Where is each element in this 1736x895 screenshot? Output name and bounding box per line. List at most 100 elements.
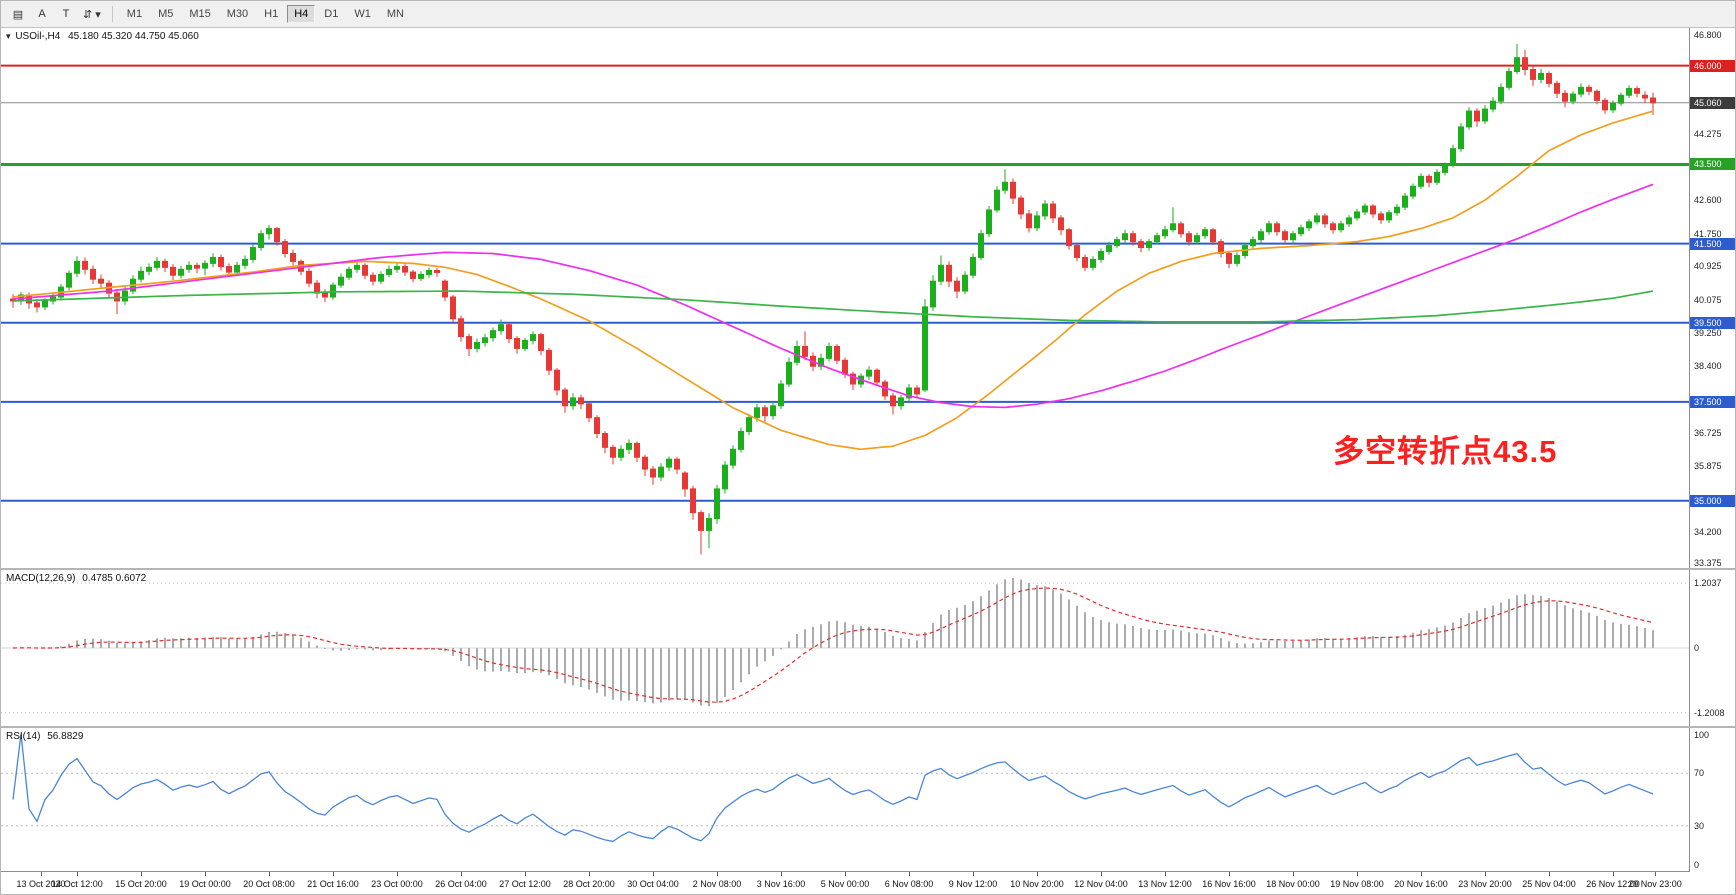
timeframe-button-d1[interactable]: D1 bbox=[317, 5, 345, 23]
chart-list-icon[interactable]: ▤ bbox=[7, 4, 29, 24]
time-label: 12 Nov 04:00 bbox=[1074, 879, 1128, 889]
time-tick-mark bbox=[333, 872, 334, 876]
price-tag-37.500: 37.500 bbox=[1690, 395, 1735, 408]
time-tick-mark bbox=[461, 872, 462, 876]
time-tick-mark bbox=[589, 872, 590, 876]
timeframe-group: M1 M5 M15 M30 H1 H4 D1 W1 MN bbox=[119, 5, 412, 23]
time-label: 19 Oct 00:00 bbox=[179, 879, 231, 889]
time-label: 13 Nov 12:00 bbox=[1138, 879, 1192, 889]
axis-tick: 36.725 bbox=[1694, 427, 1722, 438]
time-tick-mark bbox=[717, 872, 718, 876]
timeframe-button-mn[interactable]: MN bbox=[380, 5, 411, 23]
axis-tick: 70 bbox=[1694, 768, 1705, 779]
axis-tick: 30 bbox=[1694, 820, 1705, 831]
price-tag-41.500: 41.500 bbox=[1690, 237, 1735, 250]
axis-tick: 38.400 bbox=[1694, 361, 1722, 372]
time-tick-mark bbox=[1549, 872, 1550, 876]
time-tick-mark bbox=[973, 872, 974, 876]
axis-tick: 44.275 bbox=[1694, 128, 1722, 139]
rsi-value: 56.8829 bbox=[47, 731, 84, 742]
time-tick-mark bbox=[1293, 872, 1294, 876]
time-label: 3 Nov 16:00 bbox=[756, 879, 806, 889]
expand-arrow-icon[interactable]: ▾ bbox=[6, 31, 11, 41]
timeframe-button-m15[interactable]: M15 bbox=[182, 5, 217, 23]
main-chart-pane: ▾ USOil-,H4 45.180 45.320 44.750 45.060 … bbox=[1, 28, 1735, 568]
symbol-ohlc-label: ▾ USOil-,H4 45.180 45.320 44.750 45.060 bbox=[6, 31, 199, 42]
time-tick-mark bbox=[525, 872, 526, 876]
axis-tick: 46.800 bbox=[1694, 30, 1722, 40]
price-tag-45.060: 45.060 bbox=[1690, 96, 1735, 109]
time-tick-mark bbox=[1485, 872, 1486, 876]
time-label: 26 Oct 04:00 bbox=[435, 879, 487, 889]
price-tag-46.000: 46.000 bbox=[1690, 59, 1735, 72]
time-label: 28 Oct 20:00 bbox=[563, 879, 615, 889]
macd-label: MACD(12,26,9) 0.4785 0.6072 bbox=[6, 573, 147, 584]
chart-annotation-text[interactable]: 多空转折点43.5 bbox=[1333, 434, 1558, 469]
axis-tick: 41.750 bbox=[1694, 228, 1722, 239]
text-t-tool[interactable]: T bbox=[55, 4, 77, 24]
time-tick-mark bbox=[653, 872, 654, 876]
timeframe-button-h1[interactable]: H1 bbox=[257, 5, 285, 23]
time-label: 15 Oct 20:00 bbox=[115, 879, 167, 889]
symbol-timeframe-label: USOil-,H4 bbox=[15, 31, 61, 42]
macd-pane: MACD(12,26,9) 0.4785 0.6072 1.2037 0 -1.20… bbox=[1, 570, 1735, 726]
axis-tick: 40.925 bbox=[1694, 261, 1722, 272]
time-label: 14 Oct 12:00 bbox=[51, 879, 103, 889]
time-tick-mark bbox=[1357, 872, 1358, 876]
time-tick-mark bbox=[141, 872, 142, 876]
time-tick-mark bbox=[269, 872, 270, 876]
pane-splitter[interactable] bbox=[1, 726, 1735, 728]
time-label: 30 Oct 04:00 bbox=[627, 879, 679, 889]
ohlc-readout: 45.180 45.320 44.750 45.060 bbox=[68, 31, 199, 42]
axis-tick: 34.200 bbox=[1694, 527, 1722, 538]
arrows-template-dropdown[interactable]: ⇵ ▾ bbox=[79, 4, 105, 24]
time-label: 20 Nov 16:00 bbox=[1394, 879, 1448, 889]
time-tick-mark bbox=[1165, 872, 1166, 876]
time-label: 26 Nov 12:00 bbox=[1586, 879, 1640, 889]
axis-tick: 1.2037 bbox=[1694, 578, 1722, 589]
time-label: 23 Nov 20:00 bbox=[1458, 879, 1512, 889]
time-tick-mark bbox=[1101, 872, 1102, 876]
time-label: 27 Oct 12:00 bbox=[499, 879, 551, 889]
rsi-plot[interactable] bbox=[1, 728, 1690, 871]
time-tick-mark bbox=[1037, 872, 1038, 876]
time-label: 23 Oct 00:00 bbox=[371, 879, 423, 889]
axis-tick: 100 bbox=[1694, 730, 1710, 740]
time-label: 9 Nov 12:00 bbox=[948, 879, 998, 889]
main-price-scale[interactable]: 46.800 44.275 42.600 41.750 40.925 40.075 39.2… bbox=[1689, 28, 1735, 568]
text-a-tool[interactable]: A bbox=[31, 4, 53, 24]
time-tick-mark bbox=[781, 872, 782, 876]
axis-tick: 35.875 bbox=[1694, 461, 1722, 472]
time-tick-mark bbox=[845, 872, 846, 876]
time-tick-mark bbox=[1655, 872, 1656, 876]
timeframe-button-w1[interactable]: W1 bbox=[347, 5, 378, 23]
time-label: 13 Oct 2020 bbox=[16, 879, 66, 889]
time-label: 5 Nov 00:00 bbox=[820, 879, 870, 889]
timeframe-button-m5[interactable]: M5 bbox=[151, 5, 180, 23]
macd-scale[interactable]: 1.2037 0 -1.2008 bbox=[1689, 570, 1735, 726]
time-axis[interactable]: 13 Oct 2020 14 Oct 12:00 15 Oct 20:00 19 Oc… bbox=[1, 871, 1690, 894]
axis-tick: 42.600 bbox=[1694, 195, 1722, 206]
main-chart-plot[interactable] bbox=[1, 28, 1690, 568]
timeframe-button-m1[interactable]: M1 bbox=[120, 5, 149, 23]
time-label: 19 Nov 08:00 bbox=[1330, 879, 1384, 889]
time-tick-mark bbox=[205, 872, 206, 876]
pane-splitter[interactable] bbox=[1, 568, 1735, 570]
time-tick-mark bbox=[1613, 872, 1614, 876]
timeframe-button-m30[interactable]: M30 bbox=[220, 5, 255, 23]
macd-plot[interactable] bbox=[1, 570, 1690, 726]
rsi-pane: RSI(14) 56.8829 100 70 30 0 bbox=[1, 728, 1735, 871]
timeframe-button-h4[interactable]: H4 bbox=[287, 5, 316, 23]
time-tick-mark bbox=[77, 872, 78, 876]
axis-tick: 40.075 bbox=[1694, 294, 1722, 305]
time-tick-mark bbox=[41, 872, 42, 876]
time-label: 18 Nov 00:00 bbox=[1266, 879, 1320, 889]
rsi-scale[interactable]: 100 70 30 0 bbox=[1689, 728, 1735, 871]
rsi-label: RSI(14) 56.8829 bbox=[6, 731, 84, 742]
time-label: 21 Oct 16:00 bbox=[307, 879, 359, 889]
axis-tick: -1.2008 bbox=[1694, 707, 1725, 718]
axis-tick: 0 bbox=[1694, 860, 1700, 870]
time-label: 20 Oct 08:00 bbox=[243, 879, 295, 889]
axis-tick: 33.375 bbox=[1694, 558, 1722, 568]
